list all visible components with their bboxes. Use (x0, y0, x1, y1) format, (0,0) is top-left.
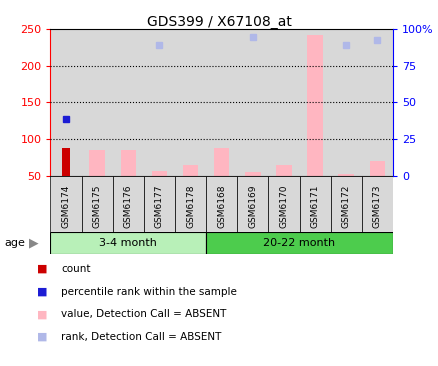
Text: GSM6169: GSM6169 (248, 184, 257, 228)
Bar (206, 176, 237, 232)
Bar (120, 150, 136, 176)
Text: GSM6170: GSM6170 (279, 184, 288, 228)
Bar (330, 29, 361, 176)
Bar (338, 174, 353, 176)
Text: ■: ■ (37, 264, 48, 274)
Bar (50, 29, 81, 176)
Bar (268, 29, 299, 176)
Bar (330, 176, 361, 232)
Text: 3-4 month: 3-4 month (99, 238, 157, 249)
Text: ■: ■ (37, 287, 48, 297)
Bar (276, 165, 291, 176)
Bar (299, 29, 330, 176)
Bar (361, 29, 392, 176)
Bar (206, 232, 392, 254)
Bar (182, 165, 198, 176)
Text: GDS399 / X67108_at: GDS399 / X67108_at (147, 15, 291, 29)
Text: GSM6173: GSM6173 (372, 184, 381, 228)
Bar (113, 176, 144, 232)
Text: ▶: ▶ (28, 237, 38, 250)
Bar (206, 29, 237, 176)
Text: count: count (61, 264, 91, 274)
Bar (50, 176, 81, 232)
Text: GSM6171: GSM6171 (310, 184, 319, 228)
Text: value, Detection Call = ABSENT: value, Detection Call = ABSENT (61, 309, 226, 320)
Text: age: age (4, 238, 25, 249)
Bar (237, 176, 268, 232)
Text: 20-22 month: 20-22 month (263, 238, 335, 249)
Bar (244, 172, 260, 176)
Bar (237, 29, 268, 176)
Bar (175, 29, 206, 176)
Bar (89, 150, 105, 176)
Text: GSM6177: GSM6177 (155, 184, 163, 228)
Text: rank, Detection Call = ABSENT: rank, Detection Call = ABSENT (61, 332, 221, 342)
Text: GSM6178: GSM6178 (186, 184, 194, 228)
Text: GSM6174: GSM6174 (61, 184, 71, 228)
Bar (369, 161, 384, 176)
Bar (175, 176, 206, 232)
Bar (144, 176, 175, 232)
Bar (361, 176, 392, 232)
Bar (299, 176, 330, 232)
Bar (50, 232, 206, 254)
Text: GSM6175: GSM6175 (92, 184, 102, 228)
Bar (213, 148, 229, 176)
Text: ■: ■ (37, 309, 48, 320)
Bar (113, 29, 144, 176)
Text: GSM6168: GSM6168 (217, 184, 226, 228)
Bar (144, 29, 175, 176)
Bar (151, 171, 167, 176)
Bar (81, 29, 113, 176)
Bar (81, 176, 113, 232)
Text: GSM6176: GSM6176 (124, 184, 133, 228)
Bar (268, 176, 299, 232)
Bar (62, 148, 70, 176)
Text: percentile rank within the sample: percentile rank within the sample (61, 287, 237, 297)
Text: GSM6172: GSM6172 (341, 184, 350, 228)
Bar (307, 35, 322, 176)
Text: ■: ■ (37, 332, 48, 342)
